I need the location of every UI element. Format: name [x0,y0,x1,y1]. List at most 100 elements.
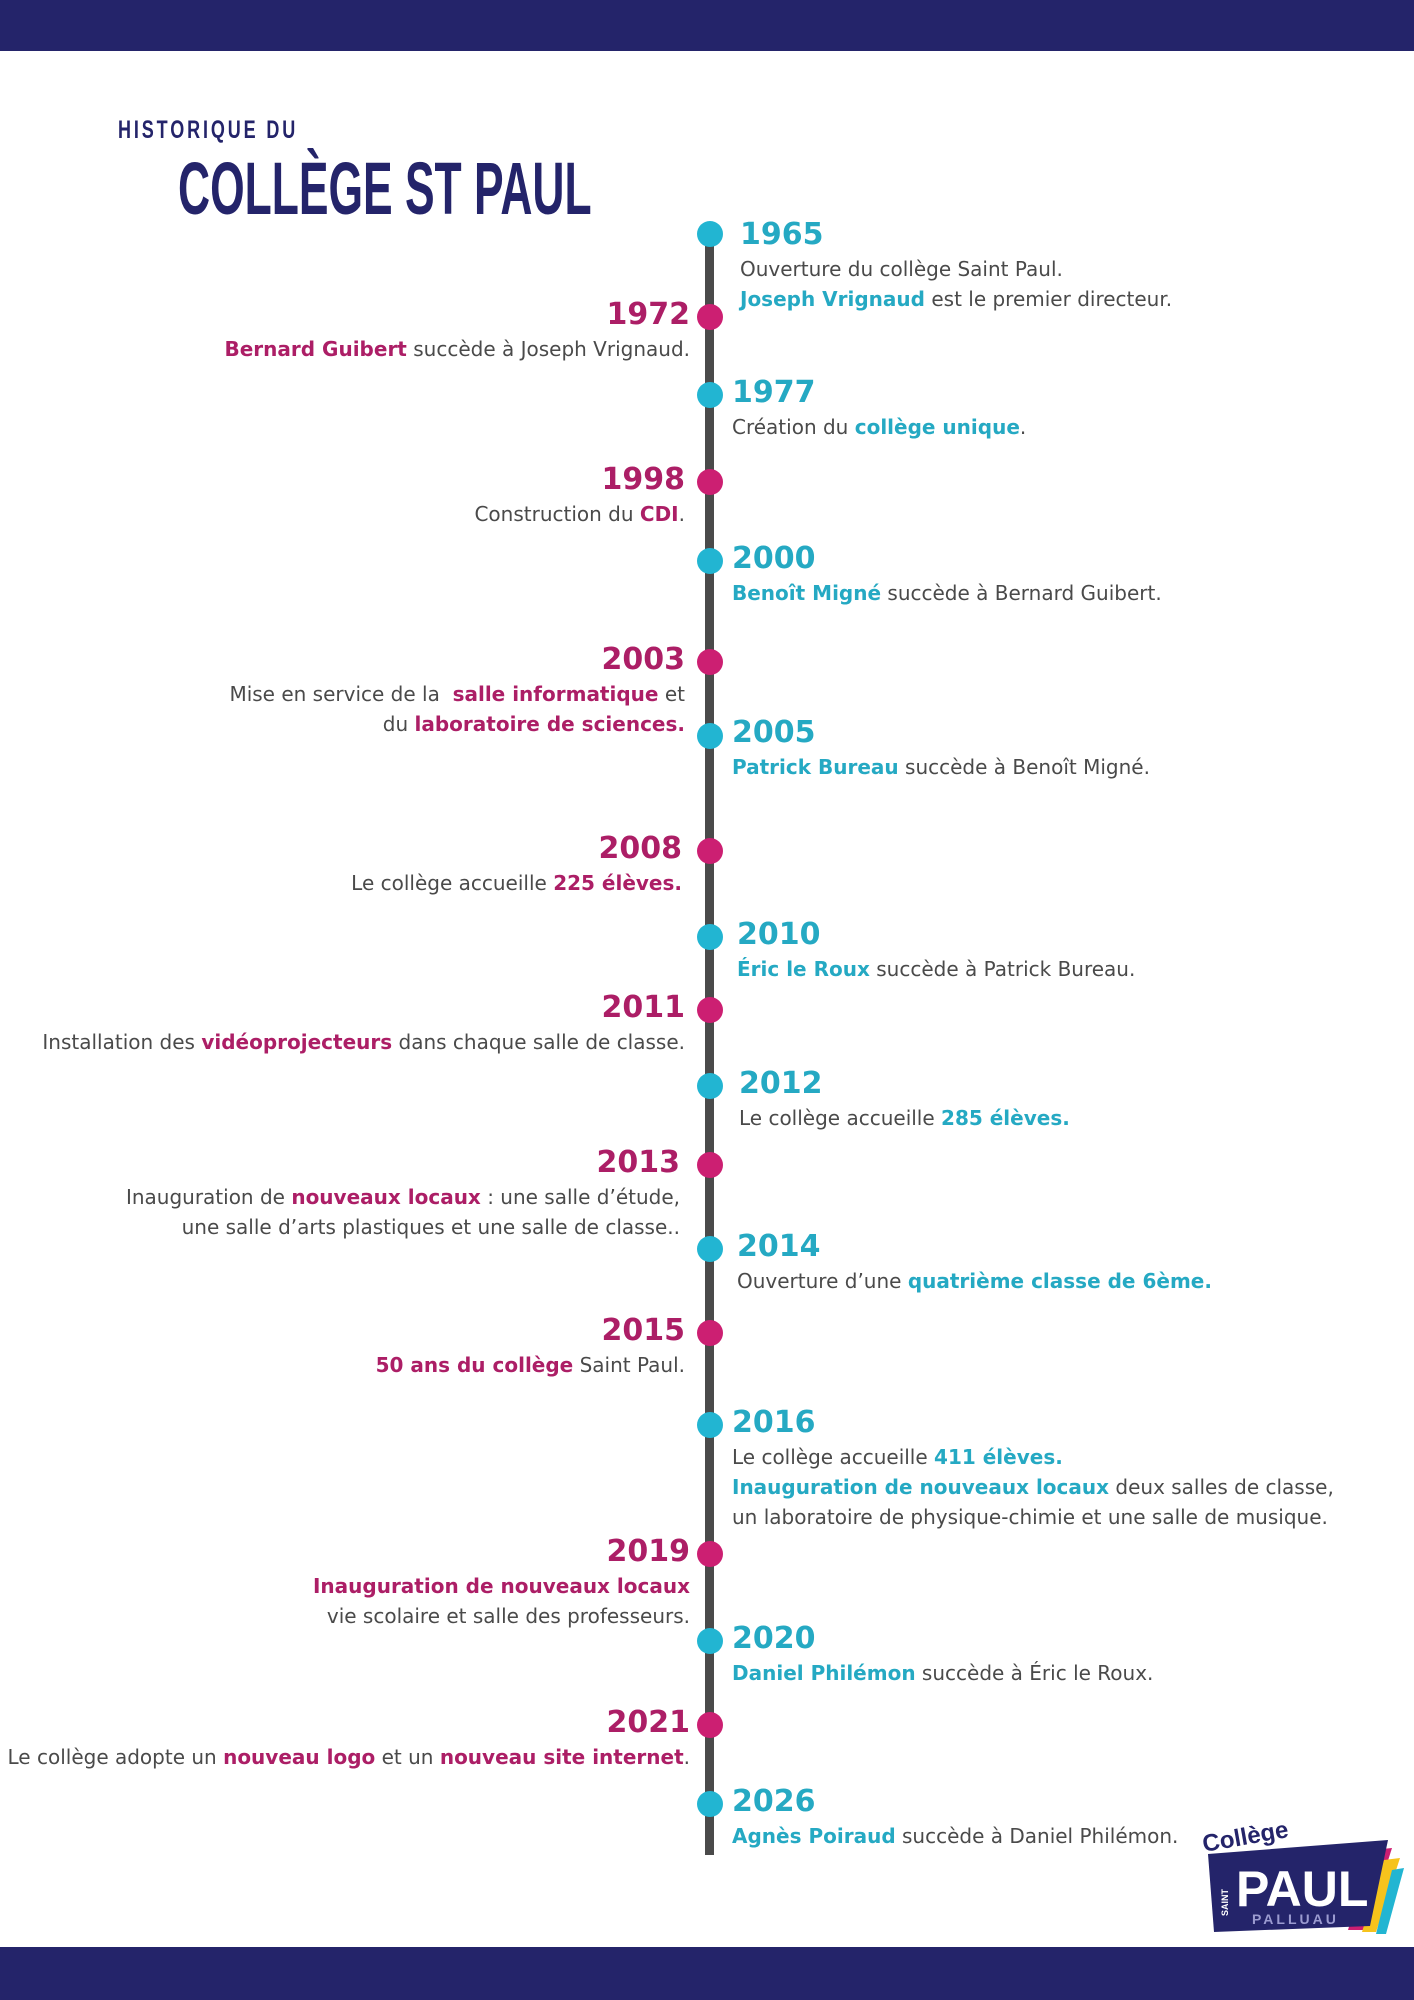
timeline-axis [705,233,714,1855]
event-highlight: 285 élèves. [941,1106,1070,1130]
event-text: Construction du [474,502,640,526]
logo-bottom-text: PALLUAU [1252,1911,1339,1927]
event-text: . [678,502,685,526]
event-year: 2000 [732,541,816,576]
timeline-event: 2003 Mise en service de la salle informat… [229,641,685,739]
event-year: 1998 [601,462,686,497]
timeline-event: 2014 Ouverture d’une quatrième classe de … [737,1228,1212,1296]
event-text: et un [375,1745,440,1769]
page-title: COLLÈGE ST PAUL [178,147,592,230]
event-highlight: Agnès Poiraud [732,1824,896,1848]
event-text: du [382,712,415,736]
event-year: 2005 [732,715,816,750]
event-highlight: Inauguration de nouveaux locaux [312,1574,690,1598]
event-text: Ouverture d’une [737,1269,908,1293]
timeline-event: 1972 Bernard Guibert succède à Joseph Vri… [225,296,691,364]
event-highlight: CDI [639,502,679,526]
event-description-line: Ouverture d’une quatrième classe de 6ème… [737,1266,1212,1296]
title-prefix: HISTORIQUE DU [118,116,299,144]
timeline-event: 2008 Le collège accueille 225 élèves. [351,830,682,898]
event-year: 2015 [601,1313,686,1348]
timeline-event: 1977 Création du collège unique. [732,374,1026,442]
timeline-event: 1998 Construction du CDI. [474,461,685,529]
event-text: un laboratoire de physique-chimie et une… [732,1505,1328,1529]
top-band [0,0,1414,51]
event-year: 1965 [740,217,824,252]
timeline-event: 2026 Agnès Poiraud succède à Daniel Philé… [732,1783,1178,1851]
event-description-line: Création du collège unique. [732,412,1026,442]
logo-badge [1208,1840,1388,1932]
college-logo: Collège SAINT PAUL PALLUAU [1200,1820,1404,1934]
event-text: Le collège adopte un [7,1745,224,1769]
timeline-event: 2021 Le collège adopte un nouveau logo et… [8,1704,690,1772]
timeline-event: 2015 50 ans du collège Saint Paul. [376,1312,685,1380]
event-year: 2026 [732,1784,816,1819]
event-description-line: Le collège accueille 411 élèves. [732,1442,1334,1472]
event-text: succède à Patrick Bureau. [869,957,1136,981]
event-highlight: vidéoprojecteurs [201,1030,393,1054]
event-text: succède à Benoît Migné. [898,755,1150,779]
timeline-dot [697,1152,723,1178]
bottom-band [0,1947,1414,2000]
event-description-line: Ouverture du collège Saint Paul. [740,254,1172,284]
event-description-line: Agnès Poiraud succède à Daniel Philémon. [732,1821,1178,1851]
timeline-dot [697,469,723,495]
timeline-dot [697,1541,723,1567]
timeline-dot [697,1791,723,1817]
event-highlight: Daniel Philémon [732,1661,916,1685]
event-description-line: une salle d’arts plastiques et une salle… [126,1212,680,1242]
event-description-line: Inauguration de nouveaux locaux [313,1571,690,1601]
event-highlight: collège unique [854,415,1020,439]
event-text: Le collège accueille [739,1106,942,1130]
event-text: et [658,682,685,706]
event-description-line: Le collège accueille 285 élèves. [739,1103,1070,1133]
event-description-line: Installation des vidéoprojecteurs dans c… [42,1027,685,1057]
timeline-dot [697,1236,723,1262]
event-description-line: Patrick Bureau succède à Benoît Migné. [732,752,1150,782]
event-highlight: Benoît Migné [732,581,882,605]
event-text: vie scolaire et salle des professeurs. [326,1604,690,1628]
event-text: Le collège accueille [732,1445,935,1469]
event-text: succède à Daniel Philémon. [895,1824,1179,1848]
event-highlight: Éric le Roux [737,957,870,981]
event-description-line: Joseph Vrignaud est le premier directeur… [740,284,1172,314]
timeline-event: 2013 Inauguration de nouveaux locaux : un… [126,1144,680,1242]
event-text: deux salles de classe, [1109,1475,1334,1499]
event-text: succède à Bernard Guibert. [881,581,1162,605]
event-description-line: Le collège adopte un nouveau logo et un … [8,1742,690,1772]
event-description-line: Benoît Migné succède à Bernard Guibert. [732,578,1162,608]
event-text: . [683,1745,690,1769]
timeline-dot [697,1412,723,1438]
event-highlight: 50 ans du collège [375,1353,574,1377]
event-text: Installation des [42,1030,202,1054]
timeline-dot [697,548,723,574]
event-highlight: Joseph Vrignaud [740,287,925,311]
event-highlight: 411 élèves. [934,1445,1063,1469]
timeline-event: 1965 Ouverture du collège Saint Paul. Jose… [740,216,1172,314]
event-highlight: nouveaux locaux [291,1185,481,1209]
event-text: Création du [732,415,855,439]
event-text: Ouverture du collège Saint Paul. [740,257,1063,281]
event-text: succède à Joseph Vrignaud. [406,337,690,361]
timeline-dot [697,382,723,408]
event-year: 2003 [601,642,686,677]
timeline-event: 2010 Éric le Roux succède à Patrick Burea… [737,916,1135,984]
timeline-dot [697,1712,723,1738]
event-description-line: Bernard Guibert succède à Joseph Vrignau… [225,334,691,364]
event-text: est le premier directeur. [924,287,1173,311]
timeline-dot [697,997,723,1023]
event-text: Mise en service de la [229,682,453,706]
logo-side-text: SAINT [1220,1888,1230,1916]
timeline-dot [697,924,723,950]
event-year: 2021 [606,1705,691,1740]
timeline-event: 2011 Installation des vidéoprojecteurs da… [42,989,685,1057]
timeline-event: 2020 Daniel Philémon succède à Éric le Ro… [732,1620,1153,1688]
event-year: 1972 [606,297,691,332]
event-description-line: Le collège accueille 225 élèves. [351,868,682,898]
timeline-dot [697,304,723,330]
timeline-event: 2016 Le collège accueille 411 élèves. Inau… [732,1404,1334,1532]
event-highlight: nouveau site internet [439,1745,684,1769]
event-description-line: Mise en service de la salle informatique… [229,679,685,709]
timeline-dot [697,649,723,675]
event-description-line: Construction du CDI. [474,499,685,529]
